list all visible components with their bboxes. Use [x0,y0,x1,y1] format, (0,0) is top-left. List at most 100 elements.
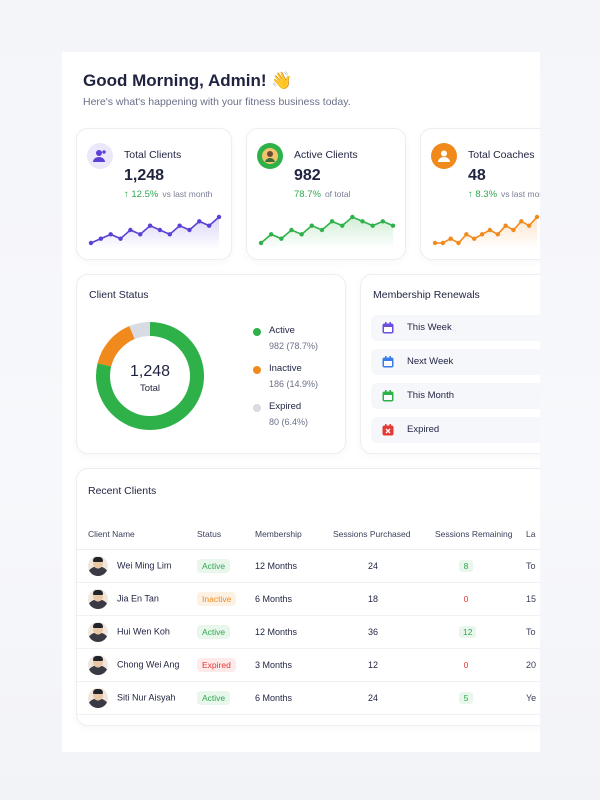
table-row[interactable]: Jia En Tan Inactive 6 Months 18 0 15 [77,582,540,616]
sparkline-total-coaches [432,214,540,249]
sparkline-point [503,223,508,228]
last-session-cell: 20 [522,648,540,682]
sessions-remaining-badge: 0 [463,593,469,604]
sparkline-point [279,236,284,241]
legend-dot [253,366,261,374]
client-status-title: Client Status [89,289,149,301]
status-cell: Inactive [197,582,255,616]
sparkline-point [464,232,469,237]
sessions-remaining-badge: 5 [459,691,473,704]
sparkline-point [258,240,264,246]
status-cell: Expired [197,648,255,682]
column-header[interactable]: Status [197,519,255,550]
membership-renewals-card: Membership Renewals This Week Next Week … [360,274,540,454]
column-header[interactable]: Client Name [77,519,197,550]
sessions-remaining-cell: 0 [427,648,522,682]
sparkline-total-clients [88,214,222,249]
column-header[interactable]: La [522,519,540,550]
calendar-icon [382,390,394,402]
client-name[interactable]: Siti Nur Aisyah [117,691,176,702]
column-header[interactable]: Sessions Remaining [427,519,522,550]
status-badge: Active [197,624,231,639]
renewal-expired[interactable]: Expired [371,417,540,443]
renewal-this-week[interactable]: This Week [371,315,540,341]
sparkline-active-clients [258,214,396,249]
sessions-remaining-badge: 12 [459,625,477,638]
recent-clients-title: Recent Clients [88,485,157,497]
sparkline-point [138,232,143,237]
status-cell: Active [197,549,255,583]
stat-change: 78.7% of total [294,189,351,200]
sparkline-point [299,232,304,237]
legend-dot [253,404,261,412]
sparkline-point [216,214,222,220]
recent-clients-table: Client Name Status Membership Sessions P… [77,519,540,715]
avatar [88,588,108,609]
stat-value: 982 [294,167,321,184]
client-name[interactable]: Jia En Tan [117,592,159,603]
table-row[interactable]: Chong Wei Ang Expired 3 Months 12 0 20 [77,648,540,682]
sparkline-point [448,236,453,241]
table-header-row: Client Name Status Membership Sessions P… [77,519,540,550]
greeting-subtitle: Here's what's happening with your fitnes… [83,96,351,108]
membership-cell: 12 Months [255,615,330,649]
client-name-cell: Chong Wei Ang [77,648,197,682]
sessions-remaining-cell: 8 [427,549,522,583]
stat-card-total-clients[interactable]: Total Clients 1,248 ↑ 12.5% vs last month [76,128,232,260]
sessions-purchased-cell: 24 [330,549,427,583]
avatar [88,687,108,708]
sparkline-point [432,240,438,246]
client-name-cell: Wei Ming Lim [77,549,197,583]
client-name[interactable]: Wei Ming Lim [117,559,172,570]
status-cell: Active [197,615,255,649]
renewal-next-week[interactable]: Next Week [371,349,540,375]
sparkline-point [319,227,325,233]
sparkline-point [197,219,202,224]
calendar-x-icon [382,424,394,436]
client-name[interactable]: Chong Wei Ang [117,658,180,669]
stat-label: Total Coaches [468,149,535,161]
membership-cell: 3 Months [255,648,330,682]
sessions-remaining-cell: 12 [427,615,522,649]
sparkline-area [261,217,393,249]
sparkline-point [177,223,182,228]
stat-change: ↑ 8.3%vs last month [468,189,540,200]
client-name-cell: Hui Wen Koh [77,615,197,649]
client-name[interactable]: Hui Wen Koh [117,625,170,636]
sparkline-point [108,232,113,237]
avatar-icon [257,143,283,169]
sparkline-point [495,232,500,237]
sessions-purchased-cell: 18 [330,582,427,616]
stat-change: ↑ 12.5% vs last month [124,189,213,200]
sessions-purchased-cell: 36 [330,615,427,649]
status-badge: Active [197,690,231,705]
last-session-cell: To [522,615,540,649]
renewal-this-month[interactable]: This Month [371,383,540,409]
column-header[interactable]: Sessions Purchased [330,519,427,550]
stat-card-active-clients[interactable]: Active Clients 982 78.7% of total [246,128,406,260]
sparkline-point [472,236,477,241]
avatar [88,621,108,642]
avatar [88,555,108,576]
status-badge: Active [197,558,231,573]
status-badge: Inactive [197,591,237,606]
table-row[interactable]: Wei Ming Lim Active 12 Months 24 8 To [77,549,540,583]
sessions-remaining-cell: 5 [427,681,522,715]
dashboard-canvas: Good Morning, Admin! 👋 Here's what's hap… [62,52,540,752]
stat-value: 1,248 [124,167,165,184]
sparkline-point [526,223,532,228]
sparkline-point [487,227,493,233]
table-row[interactable]: Hui Wen Koh Active 12 Months 36 12 To [77,615,540,649]
column-header[interactable]: Membership [255,519,330,550]
calendar-icon [382,322,394,334]
user-plus-icon [87,143,113,169]
sparkline-point [440,240,446,246]
sparkline-point [511,227,516,233]
avatar [88,654,108,675]
sparkline-point [268,232,274,237]
sessions-purchased-cell: 12 [330,648,427,682]
sparkline-point [187,227,192,233]
table-row[interactable]: Siti Nur Aisyah Active 6 Months 24 5 Ye [77,681,540,715]
sparkline-point [370,223,375,228]
stat-card-total-coaches[interactable]: Total Coaches 48 ↑ 8.3%vs last month [420,128,540,260]
